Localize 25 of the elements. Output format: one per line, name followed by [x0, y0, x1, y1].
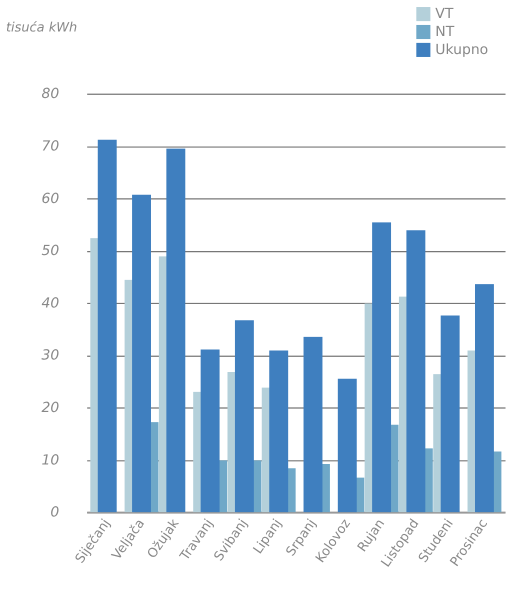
legend-label: Ukupno	[435, 42, 488, 58]
y-tick-label: 80	[42, 86, 60, 102]
y-tick-label: 50	[42, 243, 60, 260]
bar	[372, 222, 392, 512]
y-tick-label: 0	[50, 504, 60, 521]
bar	[200, 349, 220, 512]
legend-label: NT	[435, 24, 455, 40]
legend-label: VT	[435, 6, 454, 22]
y-tick-label: 70	[42, 138, 60, 155]
bar	[234, 320, 254, 512]
y-tick-label: 60	[42, 190, 60, 207]
bar	[338, 378, 357, 512]
bar	[406, 230, 426, 512]
bar	[440, 315, 460, 512]
bar	[132, 194, 151, 512]
bar	[166, 148, 186, 512]
bar	[474, 284, 494, 512]
y-tick-label: 40	[42, 295, 60, 312]
y-axis-title: tisuća kWh	[6, 20, 78, 36]
bar	[98, 140, 117, 512]
y-tick-label: 30	[42, 348, 60, 364]
bar	[304, 336, 322, 512]
y-tick-label: 20	[42, 400, 60, 416]
y-tick-label: 10	[42, 452, 60, 468]
bar	[269, 350, 288, 512]
